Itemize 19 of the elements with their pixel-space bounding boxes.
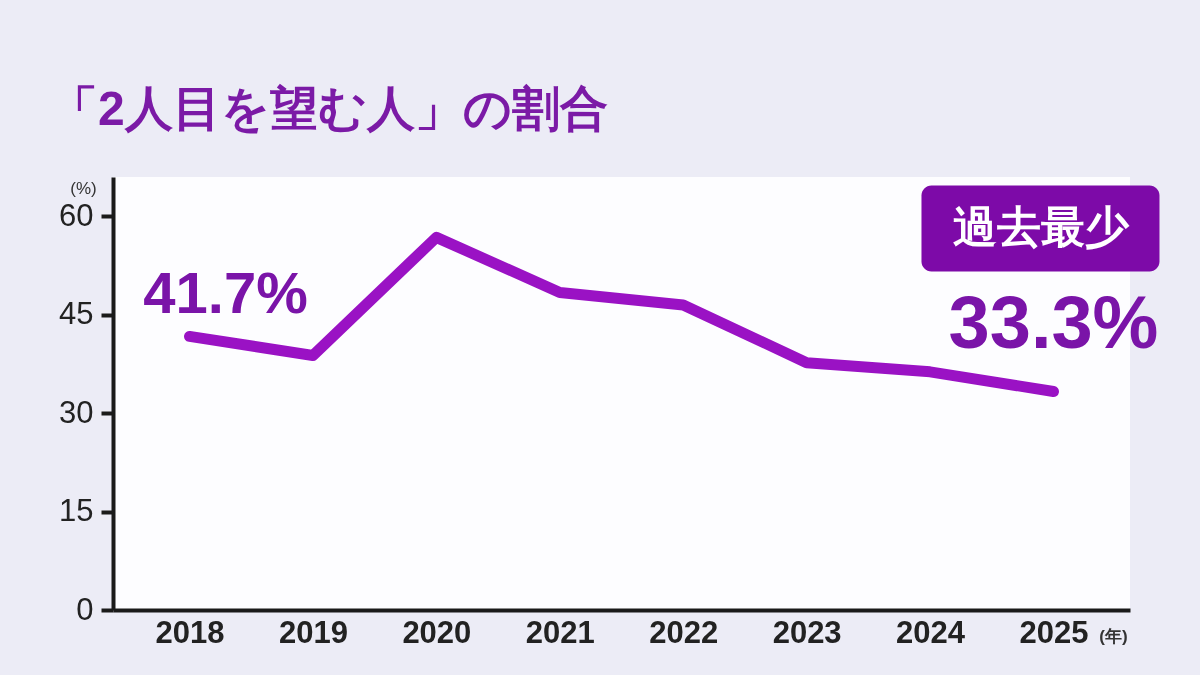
y-tick-label: 45 — [59, 296, 94, 332]
y-axis-title: (%) — [70, 178, 97, 198]
data-label: 41.7% — [143, 260, 308, 326]
x-axis-title: (年) — [1099, 626, 1128, 646]
data-label: 33.3% — [948, 280, 1159, 364]
x-tick-label: 2018 — [155, 614, 225, 650]
y-tick-label: 0 — [76, 591, 94, 627]
x-tick-label: 2024 — [896, 614, 966, 650]
y-tick-label: 60 — [59, 197, 94, 233]
chart-title: 「2人目を望む人」の割合 — [50, 82, 608, 135]
x-tick-label: 2023 — [772, 614, 842, 650]
x-tick-label: 2020 — [402, 614, 472, 650]
x-tick-label: 2022 — [649, 614, 719, 650]
x-tick-label: 2021 — [525, 614, 595, 650]
y-tick-label: 15 — [59, 493, 94, 529]
annotation: 過去最少 — [953, 201, 1131, 251]
y-tick-label: 30 — [59, 394, 94, 430]
x-tick-label: 2025 — [1019, 614, 1089, 650]
x-tick-label: 2019 — [278, 614, 348, 650]
